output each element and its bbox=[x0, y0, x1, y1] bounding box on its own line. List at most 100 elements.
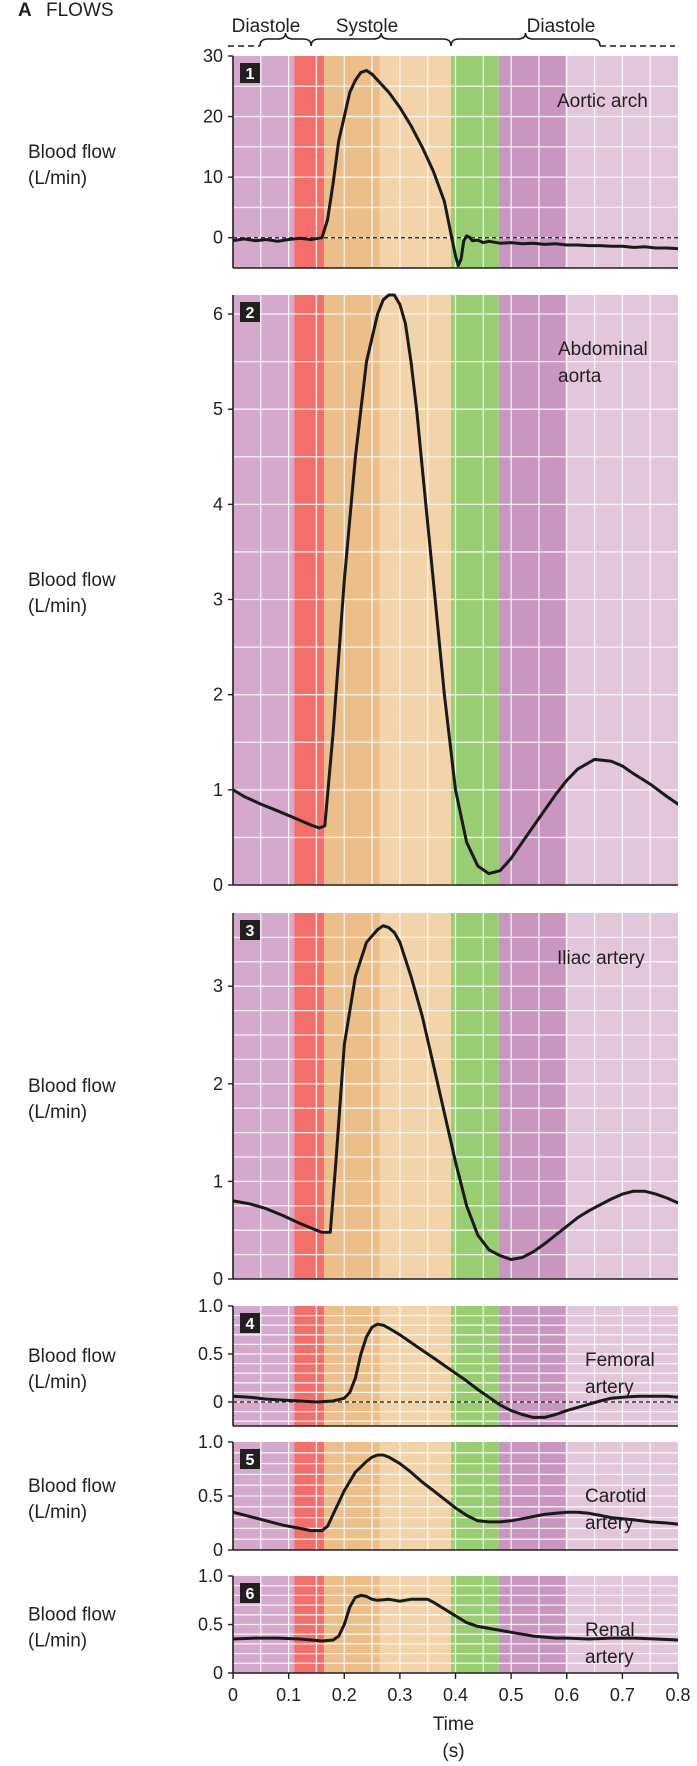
x-tick-label: 0.8 bbox=[665, 1685, 690, 1705]
vessel-label: Carotid artery bbox=[585, 1486, 646, 1534]
phase-band bbox=[498, 56, 566, 268]
vessel-label-line: aorta bbox=[558, 366, 602, 387]
panel-number-box bbox=[240, 1449, 260, 1469]
phase-band bbox=[324, 913, 380, 1279]
y-axis-label-line: (L/min) bbox=[28, 596, 87, 617]
blood-flow-curve bbox=[233, 924, 678, 1261]
x-tick-label: 0 bbox=[228, 1685, 238, 1705]
x-tick-label: 0.4 bbox=[443, 1685, 468, 1705]
y-axis-label-line: (L/min) bbox=[28, 1372, 87, 1393]
chart-panel-1: 0 10 20 30 Blood flow (L/min) 1 Aortic arch bbox=[28, 46, 678, 269]
panel-number: 2 bbox=[246, 305, 255, 322]
vessel-label-line: artery bbox=[585, 1377, 634, 1398]
y-tick-label: 1 bbox=[213, 780, 223, 800]
vessel-label-line: Carotid bbox=[585, 1486, 646, 1507]
x-tick-label: 0.5 bbox=[499, 1685, 524, 1705]
phase-band bbox=[294, 1306, 325, 1426]
blood-flow-curve bbox=[233, 1322, 678, 1419]
chart-panel-2: 0 1 2 3 4 5 6 Blood flow (L/min) 2 Abdominal aorta bbox=[28, 293, 678, 895]
time-axis: 0 0.1 0.2 0.3 0.4 0.5 0.6 0.7 0.8 Time (s) bbox=[228, 1673, 691, 1762]
y-tick-label: 6 bbox=[213, 304, 223, 324]
x-tick-label: 0.6 bbox=[554, 1685, 579, 1705]
phase-bracket bbox=[259, 32, 312, 47]
y-axis-label-line: Blood flow bbox=[28, 1476, 116, 1497]
y-axis-label: Blood flow (L/min) bbox=[28, 1605, 116, 1652]
phase-band bbox=[451, 56, 499, 268]
x-tick-label: 0.3 bbox=[387, 1685, 412, 1705]
vessel-label: Abdominal aorta bbox=[558, 339, 648, 387]
blood-flow-curve bbox=[233, 293, 678, 876]
y-axis-label: Blood flow (L/min) bbox=[28, 1076, 116, 1123]
y-axis-label-line: Blood flow bbox=[28, 1605, 116, 1626]
phase-band bbox=[379, 295, 452, 885]
vessel-label: Iliac artery bbox=[557, 948, 645, 969]
y-axis-label-line: (L/min) bbox=[28, 1631, 87, 1652]
phase-band bbox=[294, 56, 325, 268]
y-axis-label: Blood flow (L/min) bbox=[28, 1476, 116, 1523]
y-tick-label: 1 bbox=[213, 1171, 223, 1191]
y-tick-label: 0 bbox=[213, 1663, 223, 1683]
panel-title: FLOWS bbox=[46, 0, 114, 21]
blood-flow-curve bbox=[233, 69, 678, 268]
vessel-label-line: artery bbox=[585, 1647, 634, 1668]
chart-panel-4: 0 0.5 1.0 Blood flow (L/min) 4 Femoral artery bbox=[28, 1296, 678, 1427]
phase-band bbox=[379, 1306, 452, 1426]
y-axis-label-line: Blood flow bbox=[28, 1346, 116, 1367]
phase-band bbox=[294, 913, 325, 1279]
panel-number: 3 bbox=[246, 923, 255, 940]
phase-label: Diastole bbox=[527, 16, 596, 37]
y-tick-label: 0.5 bbox=[198, 1486, 223, 1506]
x-axis-label: Time bbox=[433, 1714, 475, 1735]
blood-flow-curve bbox=[233, 1593, 678, 1643]
x-tick-label: 0.2 bbox=[332, 1685, 357, 1705]
vessel-label-line: Femoral bbox=[585, 1350, 655, 1371]
panel-letter: A bbox=[18, 0, 32, 21]
vessel-label-line: artery bbox=[585, 1513, 634, 1534]
y-tick-label: 0 bbox=[213, 1392, 223, 1412]
phase-band bbox=[498, 295, 566, 885]
panel-number-box bbox=[240, 1313, 260, 1333]
y-tick-label: 0 bbox=[213, 1269, 223, 1289]
panel-number: 5 bbox=[246, 1452, 255, 1469]
y-axis-label-line: Blood flow bbox=[28, 570, 116, 591]
y-tick-label: 5 bbox=[213, 399, 223, 419]
y-tick-label: 0 bbox=[213, 228, 223, 248]
panel-number-box bbox=[240, 63, 260, 83]
phase-band bbox=[233, 913, 295, 1279]
y-axis-label-line: (L/min) bbox=[28, 168, 87, 189]
y-tick-label: 1.0 bbox=[198, 1566, 223, 1586]
phase-band bbox=[324, 56, 380, 268]
x-tick-label: 0.7 bbox=[610, 1685, 635, 1705]
vessel-label: Renal artery bbox=[585, 1620, 635, 1668]
y-axis-label: Blood flow (L/min) bbox=[28, 142, 116, 189]
phase-band bbox=[451, 913, 499, 1279]
phase-band bbox=[451, 1306, 499, 1426]
phase-label: Systole bbox=[336, 16, 398, 37]
chart-panel-6: 0 0.5 1.0 Blood flow (L/min) 6 Renal artery bbox=[28, 1566, 678, 1683]
y-tick-label: 4 bbox=[213, 494, 223, 514]
phase-bracket bbox=[310, 32, 452, 47]
y-tick-label: 3 bbox=[213, 590, 223, 610]
phase-band bbox=[498, 913, 566, 1279]
y-tick-label: 1.0 bbox=[198, 1432, 223, 1452]
y-axis-label-line: Blood flow bbox=[28, 1076, 116, 1097]
figure-header: A FLOWS bbox=[18, 0, 114, 21]
phase-band bbox=[324, 1306, 380, 1426]
vessel-label: Femoral artery bbox=[585, 1350, 655, 1398]
panel-number-box bbox=[240, 1583, 260, 1603]
blood-flow-curve bbox=[233, 1453, 678, 1533]
y-axis-label-line: (L/min) bbox=[28, 1102, 87, 1123]
vessel-label-line: Abdominal bbox=[558, 339, 648, 360]
y-tick-label: 0 bbox=[213, 1540, 223, 1560]
phase-band bbox=[379, 56, 452, 268]
phase-band bbox=[324, 295, 380, 885]
panel-number-box bbox=[240, 920, 260, 940]
chart-panel-5: 0 0.5 1.0 Blood flow (L/min) 5 Carotid artery bbox=[28, 1432, 678, 1560]
phase-band bbox=[294, 295, 325, 885]
y-axis-label: Blood flow (L/min) bbox=[28, 1346, 116, 1393]
y-tick-label: 0.5 bbox=[198, 1615, 223, 1635]
y-tick-label: 0.5 bbox=[198, 1344, 223, 1364]
panel-number: 4 bbox=[246, 1316, 255, 1333]
panel-number-box bbox=[240, 302, 260, 322]
